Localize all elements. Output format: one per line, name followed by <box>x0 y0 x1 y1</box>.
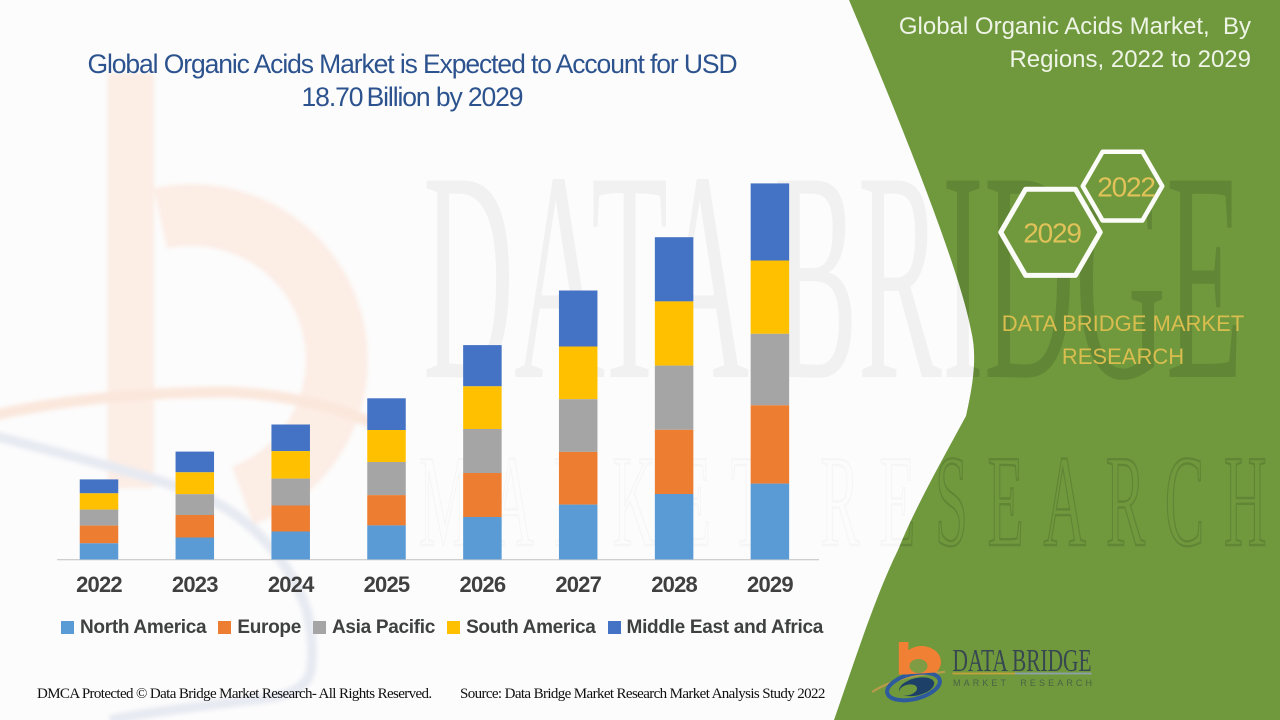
svg-text:MARKET RESEARCH: MARKET RESEARCH <box>953 678 1095 688</box>
svg-text:2029: 2029 <box>1023 218 1081 249</box>
svg-text:DATA BRIDGE: DATA BRIDGE <box>953 642 1092 678</box>
svg-text:2022: 2022 <box>1097 172 1155 203</box>
